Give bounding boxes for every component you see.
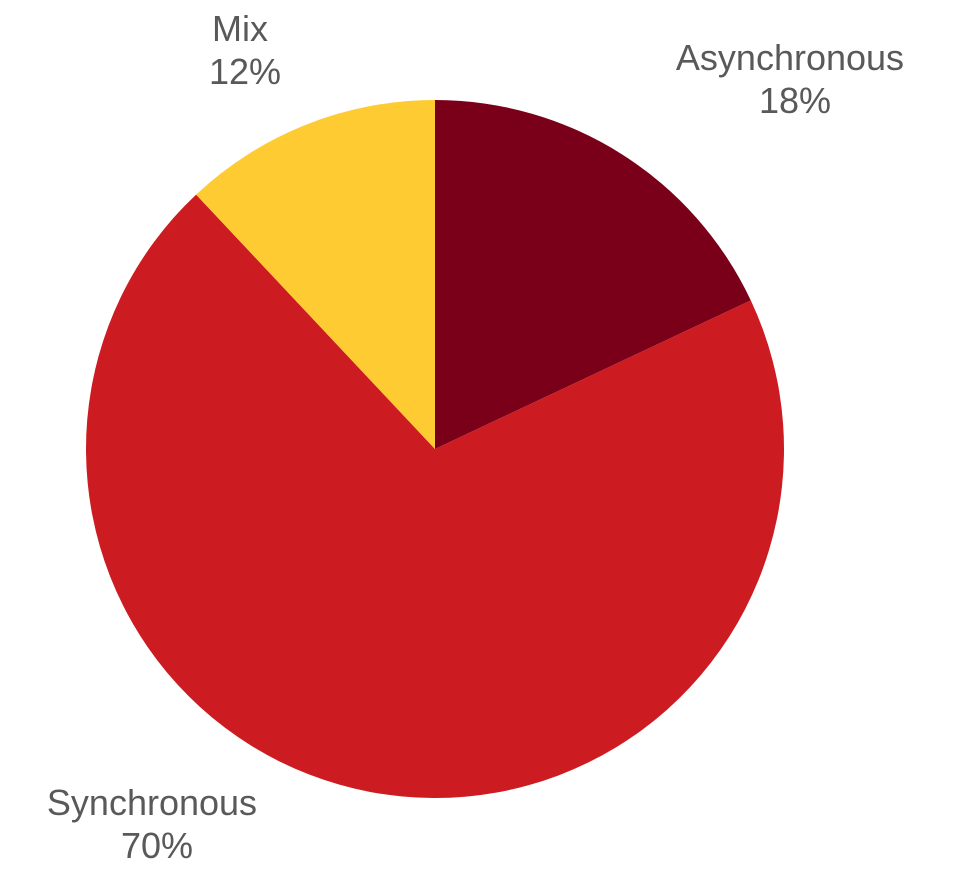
pie-slice-asynchronous: [435, 100, 751, 449]
slice-label-mix: Mix 12%: [209, 8, 281, 92]
pie-slice-synchronous: [86, 194, 785, 798]
slice-label-mix-name: Mix: [212, 8, 268, 49]
slice-label-synchronous: Synchronous 70%: [47, 782, 267, 866]
pie-labels: Asynchronous 18% Synchronous 70% Mix 12%: [47, 8, 914, 866]
slice-label-mix-percent: 12%: [209, 51, 281, 92]
slice-label-asynchronous-percent: 18%: [759, 80, 831, 121]
slice-label-synchronous-percent: 70%: [121, 825, 193, 866]
slice-label-synchronous-name: Synchronous: [47, 782, 257, 823]
pie-slices: [86, 100, 785, 798]
slice-label-asynchronous: Asynchronous 18%: [676, 37, 914, 121]
pie-slice-mix: [196, 100, 435, 449]
slice-label-asynchronous-name: Asynchronous: [676, 37, 904, 78]
